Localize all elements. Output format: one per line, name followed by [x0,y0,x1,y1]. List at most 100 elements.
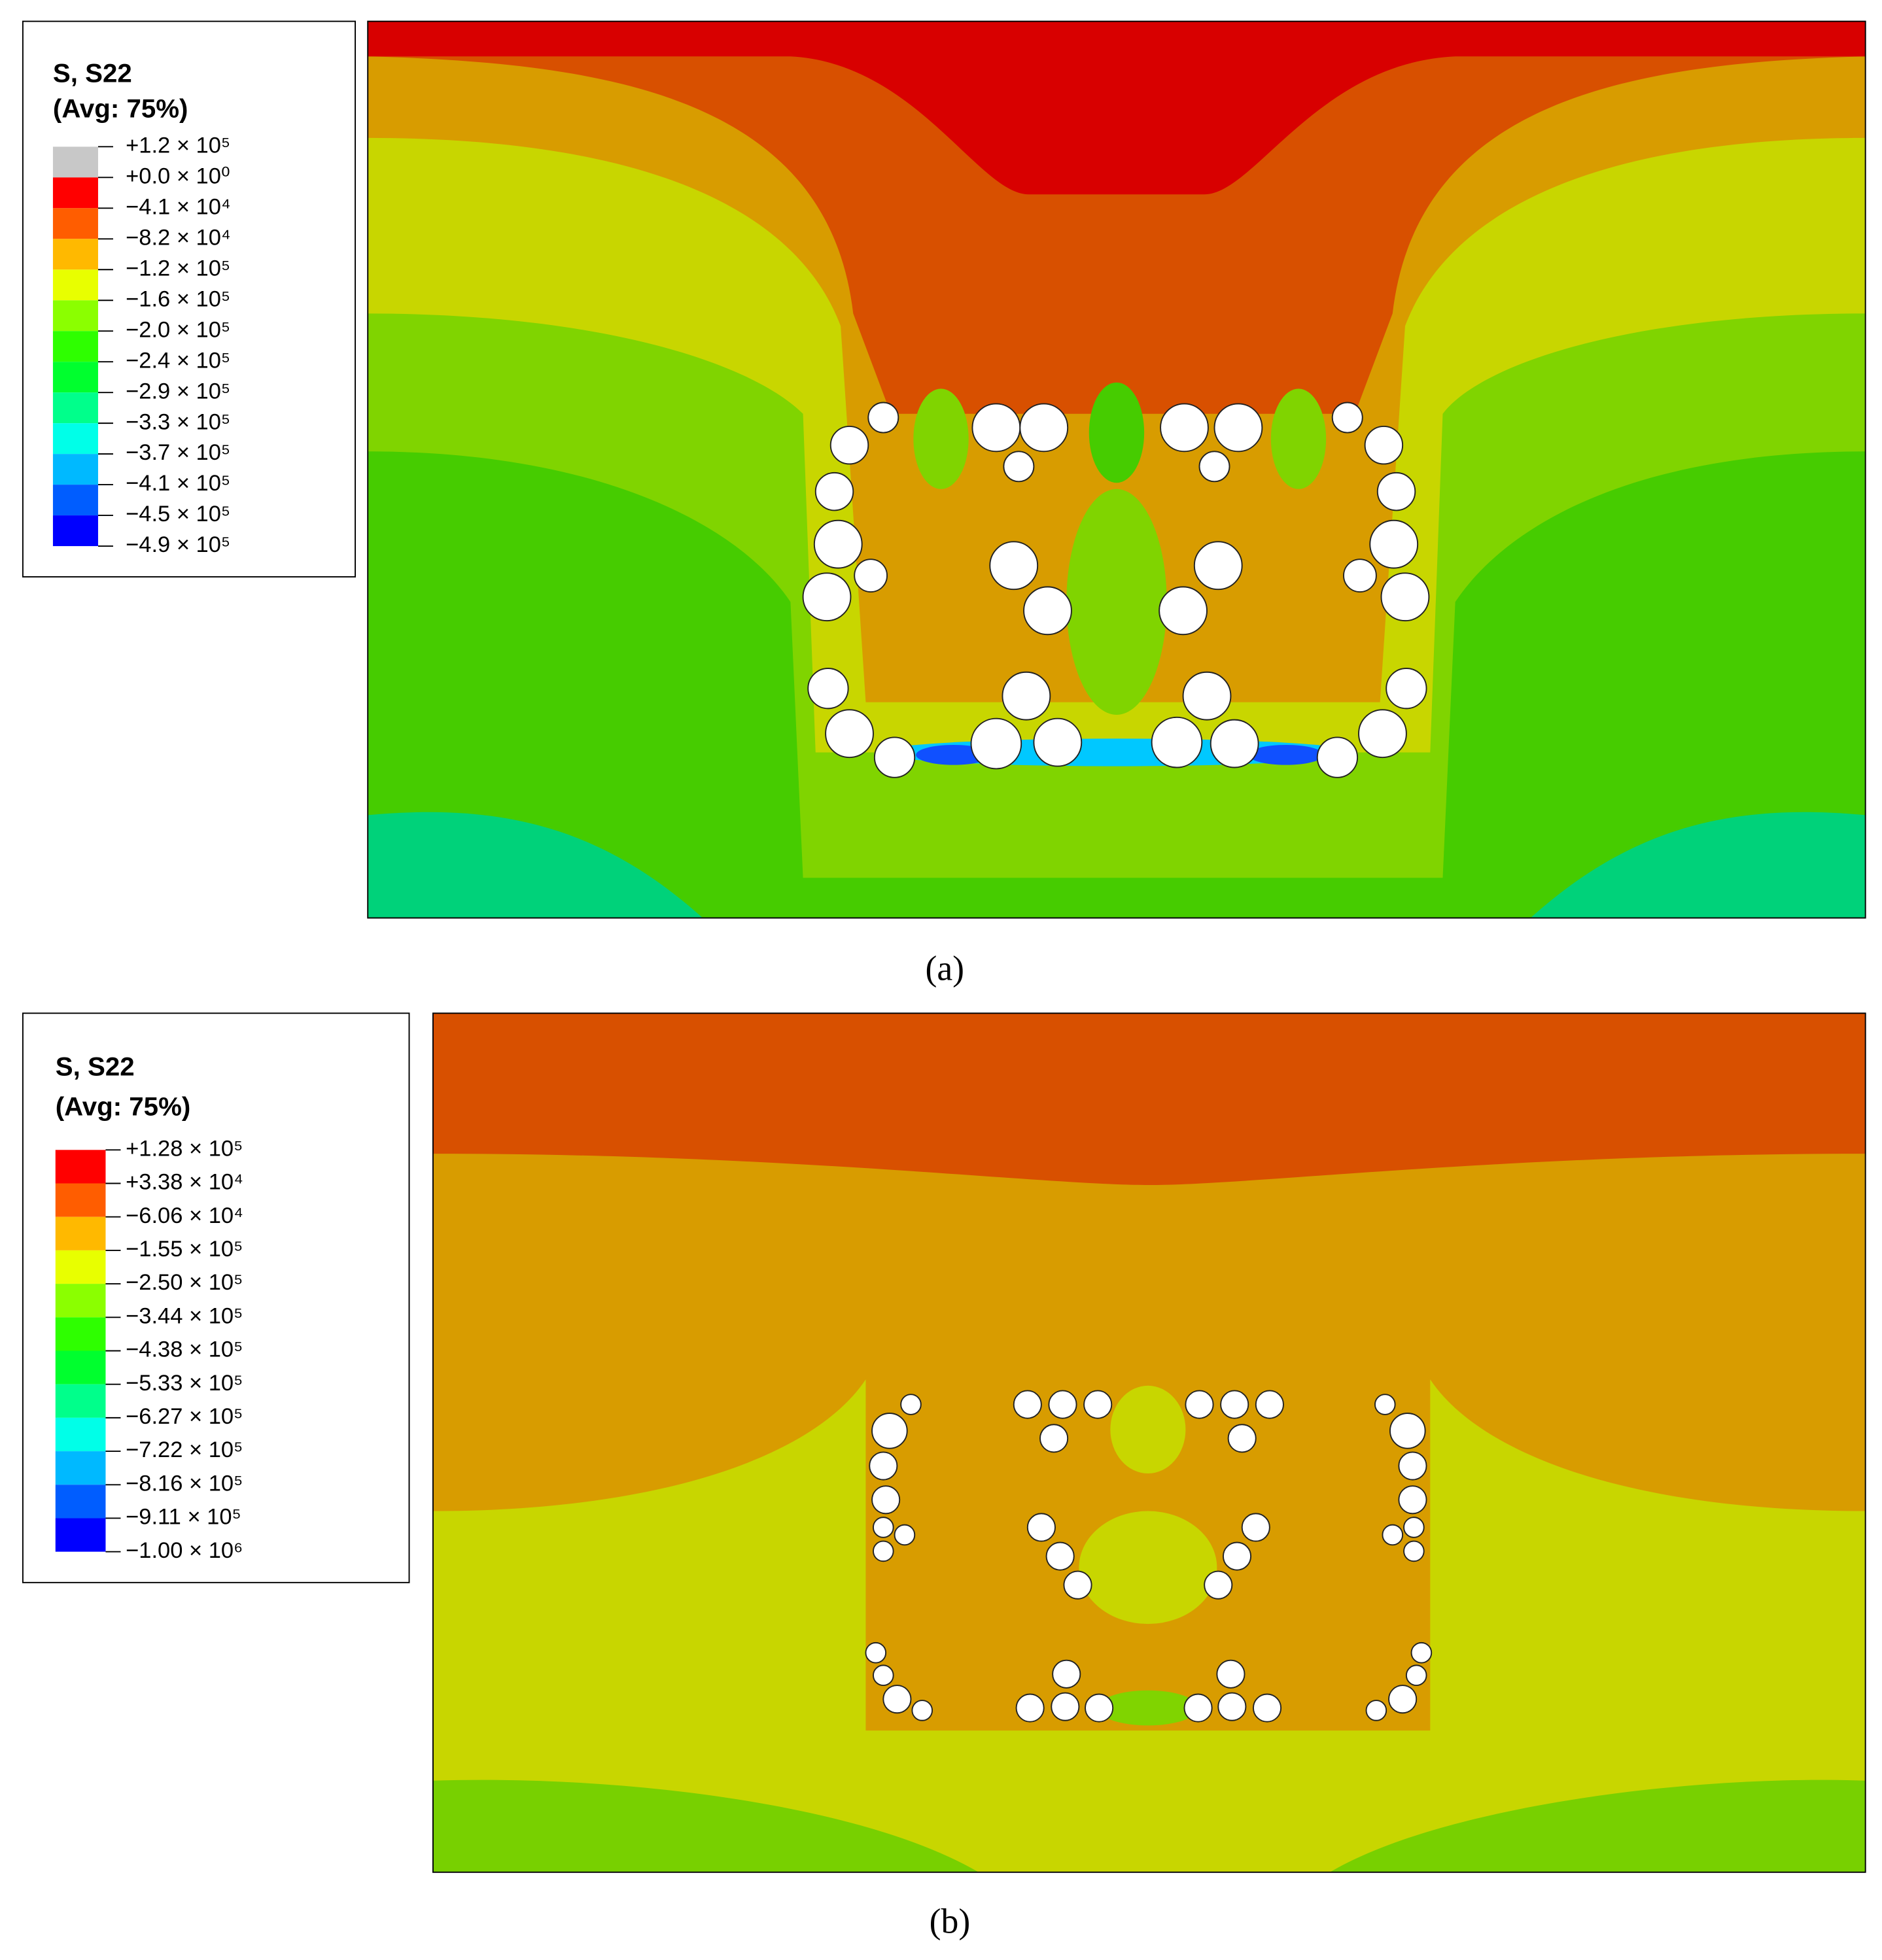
contour-region [1248,744,1324,765]
contour-region [432,1013,1866,1186]
bar-hole [1003,451,1035,483]
legend-label: −5.33 × 10⁵ [126,1371,243,1396]
bar-hole [807,668,849,710]
contour-region [1089,382,1145,483]
legend-swatch [52,177,98,209]
contour-region [1110,1385,1186,1474]
bar-hole [971,403,1021,453]
bar-hole [970,717,1022,770]
legend-label: −4.9 × 10⁵ [126,532,230,557]
legend-swatch [55,1150,106,1184]
bar-hole [882,1685,912,1714]
contour-region [1530,812,1866,918]
legend-swatch [52,454,98,485]
legend-label: −1.55 × 10⁵ [126,1237,243,1262]
legend-swatch [52,239,98,270]
bar-hole [1160,403,1209,453]
bar-hole [900,1394,922,1415]
bar-hole [1403,1517,1425,1538]
bar-hole [1252,1693,1282,1723]
bar-hole [1217,1692,1247,1721]
legend-subtitle: (Avg: 75%) [56,1092,191,1122]
legend-label: −6.27 × 10⁵ [126,1404,243,1429]
bar-hole [1083,1390,1113,1419]
legend-label: −4.1 × 10⁵ [126,471,230,496]
bar-hole [1210,719,1259,768]
bar-hole [1033,717,1083,767]
bar-hole [1255,1390,1284,1419]
bar-hole [829,425,869,465]
caption: (b) [930,1902,971,1941]
contour-plot-a [367,20,1866,919]
bar-hole [865,1642,887,1664]
legend-label: −9.11 × 10⁵ [126,1505,241,1530]
legend-swatch [55,1350,106,1384]
bar-hole [813,519,863,569]
legend-swatch [52,146,98,178]
legend-label: −2.50 × 10⁵ [126,1270,243,1295]
bar-hole [1019,403,1069,453]
bar-hole [1159,586,1208,636]
legend-swatch [52,300,98,332]
bar-hole [1051,1692,1080,1721]
bar-hole [1213,403,1263,453]
bar-hole [867,402,899,434]
bar-hole [1220,1390,1249,1419]
bar-hole [802,572,852,622]
bar-hole [1023,586,1072,636]
bar-hole [873,736,916,778]
bar-hole [1039,1424,1069,1453]
bar-hole [1002,671,1051,721]
bar-hole [872,1517,894,1538]
bar-hole [1365,1700,1387,1721]
bar-hole [1151,716,1203,768]
legend-label: −8.2 × 10⁴ [126,225,231,250]
legend-swatch [55,1451,106,1485]
bar-hole [1013,1390,1042,1419]
legend-label: −3.3 × 10⁵ [126,409,230,434]
bar-hole [1241,1513,1270,1542]
bar-hole [1389,1413,1426,1449]
bar-hole [1403,1540,1425,1562]
legend-label: −3.44 × 10⁵ [126,1303,243,1328]
bar-hole [894,1524,916,1546]
legend-label: +0.0 × 10⁰ [126,163,230,188]
bar-hole [1369,519,1419,569]
legend-swatch [55,1384,106,1418]
bar-hole [1316,736,1359,778]
legend-label: +3.38 × 10⁴ [126,1170,243,1195]
legend-label: −4.38 × 10⁵ [126,1337,243,1362]
legend-swatch [55,1216,106,1250]
legend-swatch [52,269,98,301]
contour-region [913,388,969,489]
contour-region [432,1013,1866,1731]
legend-label: −8.16 × 10⁵ [126,1471,243,1496]
legend-swatch [55,1518,106,1552]
bar-hole [989,541,1039,591]
bar-hole [872,1664,894,1687]
legend-swatch [52,423,98,455]
bar-hole [1405,1664,1427,1687]
contour-region [1098,1690,1198,1726]
contour-plot-b [432,1012,1866,1873]
contour-region [1066,489,1167,715]
bar-hole [1052,1659,1081,1689]
legend-label: −1.2 × 10⁵ [126,256,230,281]
bar-hole [825,709,874,759]
bar-hole [1227,1424,1257,1453]
legend-label: −2.9 × 10⁵ [126,379,230,404]
bar-hole [1382,1524,1404,1546]
bar-hole [854,559,888,593]
legend-label: −2.0 × 10⁵ [126,317,230,342]
legend-label: −4.1 × 10⁴ [126,194,231,219]
legend-swatch [52,331,98,362]
plot-border [367,20,1866,919]
legend-label: −1.00 × 10⁶ [126,1538,243,1563]
bar-hole [1398,1451,1427,1481]
bar-hole [1380,572,1430,622]
bar-hole [1374,1394,1396,1415]
legend-swatch [52,208,98,239]
bar-hole [871,1485,901,1515]
